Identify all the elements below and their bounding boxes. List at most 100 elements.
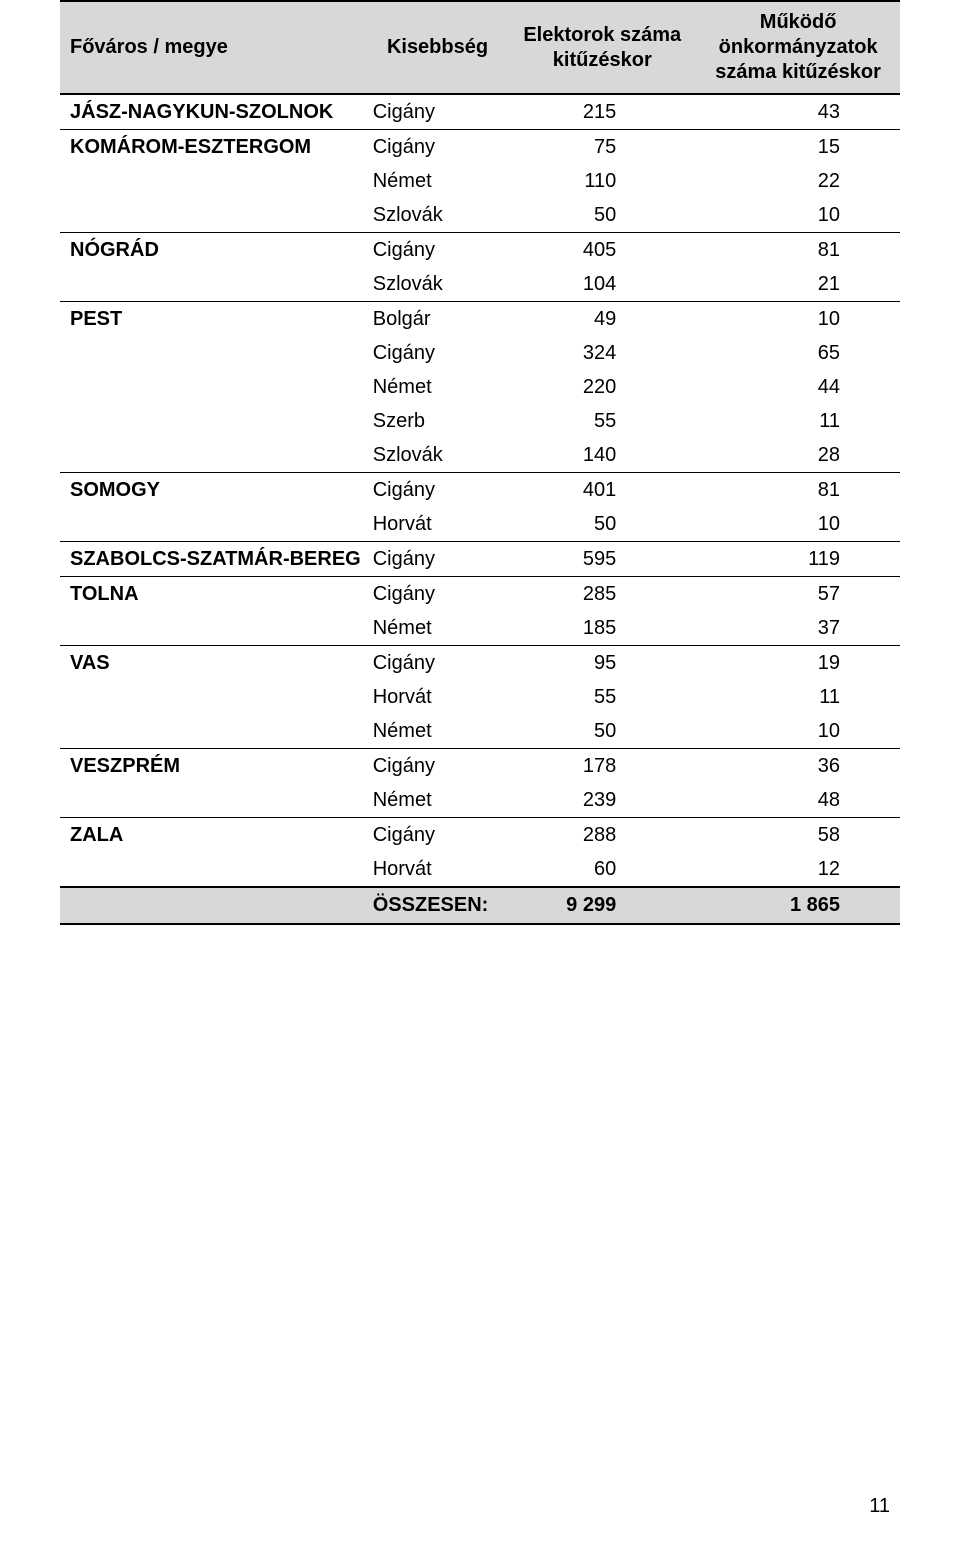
table-row: Szlovák14028: [60, 438, 900, 473]
cell-region: NÓGRÁD: [60, 233, 367, 268]
cell-minority: Cigány: [367, 233, 509, 268]
cell-govts: 28: [696, 438, 900, 473]
cell-electors: 50: [508, 198, 696, 233]
table-row: Német18537: [60, 611, 900, 646]
cell-govts: 11: [696, 404, 900, 438]
cell-region: [60, 438, 367, 473]
cell-electors: 405: [508, 233, 696, 268]
cell-electors: 288: [508, 818, 696, 853]
table-row: ZALACigány28858: [60, 818, 900, 853]
cell-govts: 119: [696, 542, 900, 577]
table-header: Főváros / megye Kisebbség Elektorok szám…: [60, 1, 900, 94]
cell-minority: Szlovák: [367, 198, 509, 233]
table-row: JÁSZ-NAGYKUN-SZOLNOKCigány21543: [60, 94, 900, 130]
header-col-region: Főváros / megye: [60, 1, 367, 94]
cell-minority: Német: [367, 611, 509, 646]
cell-region: [60, 370, 367, 404]
cell-minority: Horvát: [367, 680, 509, 714]
cell-govts: 65: [696, 336, 900, 370]
cell-minority: Cigány: [367, 818, 509, 853]
cell-govts: 15: [696, 130, 900, 165]
cell-minority: Cigány: [367, 646, 509, 681]
cell-minority: Szerb: [367, 404, 509, 438]
cell-electors: 185: [508, 611, 696, 646]
table-row: Cigány32465: [60, 336, 900, 370]
footer-electors-total: 9 299: [508, 887, 696, 924]
table-row: Szlovák5010: [60, 198, 900, 233]
cell-region: ZALA: [60, 818, 367, 853]
cell-govts: 21: [696, 267, 900, 302]
cell-govts: 19: [696, 646, 900, 681]
cell-electors: 401: [508, 473, 696, 508]
cell-electors: 285: [508, 577, 696, 612]
cell-electors: 49: [508, 302, 696, 337]
cell-electors: 55: [508, 680, 696, 714]
footer-label: ÖSSZESEN:: [367, 887, 509, 924]
cell-govts: 81: [696, 473, 900, 508]
cell-region: [60, 852, 367, 887]
table-body: JÁSZ-NAGYKUN-SZOLNOKCigány21543KOMÁROM-E…: [60, 94, 900, 887]
cell-minority: Cigány: [367, 130, 509, 165]
cell-minority: Szlovák: [367, 267, 509, 302]
cell-region: [60, 404, 367, 438]
table-row: VESZPRÉMCigány17836: [60, 749, 900, 784]
footer-govts-total: 1 865: [696, 887, 900, 924]
header-col-minority: Kisebbség: [367, 1, 509, 94]
cell-govts: 10: [696, 507, 900, 542]
table-row: VASCigány9519: [60, 646, 900, 681]
cell-region: [60, 714, 367, 749]
cell-govts: 37: [696, 611, 900, 646]
cell-region: [60, 198, 367, 233]
cell-electors: 324: [508, 336, 696, 370]
cell-electors: 215: [508, 94, 696, 130]
cell-govts: 10: [696, 198, 900, 233]
cell-electors: 50: [508, 507, 696, 542]
cell-region: VESZPRÉM: [60, 749, 367, 784]
cell-minority: Horvát: [367, 852, 509, 887]
cell-govts: 48: [696, 783, 900, 818]
page-number: 11: [869, 1495, 890, 1518]
cell-electors: 50: [508, 714, 696, 749]
cell-region: [60, 507, 367, 542]
table-footer: ÖSSZESEN: 9 299 1 865: [60, 887, 900, 924]
header-row: Főváros / megye Kisebbség Elektorok szám…: [60, 1, 900, 94]
table-row: Szlovák10421: [60, 267, 900, 302]
cell-region: VAS: [60, 646, 367, 681]
table-row: TOLNACigány28557: [60, 577, 900, 612]
cell-minority: Cigány: [367, 336, 509, 370]
cell-region: [60, 680, 367, 714]
cell-govts: 10: [696, 302, 900, 337]
cell-minority: Német: [367, 783, 509, 818]
table-row: Horvát6012: [60, 852, 900, 887]
cell-electors: 60: [508, 852, 696, 887]
table-row: Német22044: [60, 370, 900, 404]
cell-minority: Cigány: [367, 94, 509, 130]
cell-electors: 178: [508, 749, 696, 784]
cell-minority: Német: [367, 164, 509, 198]
cell-region: TOLNA: [60, 577, 367, 612]
cell-govts: 12: [696, 852, 900, 887]
table-row: Horvát5010: [60, 507, 900, 542]
cell-region: [60, 164, 367, 198]
cell-region: PEST: [60, 302, 367, 337]
cell-govts: 10: [696, 714, 900, 749]
cell-govts: 44: [696, 370, 900, 404]
cell-minority: Szlovák: [367, 438, 509, 473]
cell-minority: Cigány: [367, 542, 509, 577]
header-col-govts: Működő önkormányzatok száma kitűzéskor: [696, 1, 900, 94]
cell-govts: 58: [696, 818, 900, 853]
table-row: Német5010: [60, 714, 900, 749]
cell-govts: 36: [696, 749, 900, 784]
cell-electors: 595: [508, 542, 696, 577]
cell-electors: 110: [508, 164, 696, 198]
table-row: NÓGRÁDCigány40581: [60, 233, 900, 268]
cell-minority: Német: [367, 370, 509, 404]
cell-minority: Cigány: [367, 749, 509, 784]
cell-govts: 22: [696, 164, 900, 198]
cell-electors: 55: [508, 404, 696, 438]
cell-minority: Cigány: [367, 577, 509, 612]
cell-region: [60, 783, 367, 818]
cell-govts: 11: [696, 680, 900, 714]
cell-minority: Bolgár: [367, 302, 509, 337]
footer-row: ÖSSZESEN: 9 299 1 865: [60, 887, 900, 924]
